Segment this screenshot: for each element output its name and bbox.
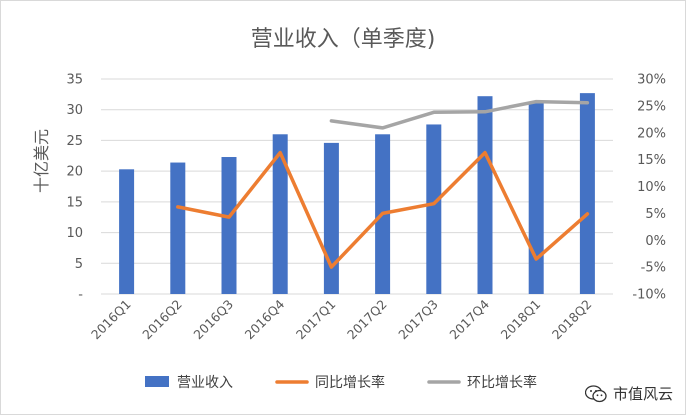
x-tick-label: 2016Q3 [190, 297, 236, 343]
watermark: 市值风云 [584, 383, 673, 404]
y-tick-label: - [78, 288, 83, 303]
y2-tick-label: 30% [637, 73, 666, 88]
y-tick-label: 20 [66, 165, 83, 180]
x-tick-label: 2018Q1 [498, 297, 544, 343]
y-axis-left: - 5 10 15 20 25 30 35 [66, 73, 83, 303]
y2-tick-label: 20% [637, 126, 666, 141]
y2-tick-label: 25% [637, 99, 666, 114]
x-tick-label: 2017Q2 [344, 297, 390, 343]
legend: 营业收入 同比增长率 环比增长率 [145, 374, 537, 391]
y-axis-right: -10% -5% 0% 5% 10% 15% 20% 25% 30% [632, 73, 666, 303]
line-series [176, 99, 590, 269]
bar [272, 134, 288, 294]
y-tick-label: 5 [75, 257, 83, 272]
y-tick-label: 35 [66, 73, 83, 88]
x-axis: 2016Q1 2016Q2 2016Q3 2016Q4 2017Q1 2017Q2 2017… [88, 296, 594, 342]
bar [528, 102, 544, 294]
bar [221, 157, 237, 294]
legend-label: 同比增长率 [315, 374, 385, 391]
x-tick-label: 2018Q2 [549, 297, 595, 343]
legend-label: 营业收入 [177, 375, 233, 391]
bar [323, 142, 339, 294]
bar [579, 93, 595, 294]
y-tick-label: 30 [66, 103, 83, 118]
series-line [176, 150, 590, 269]
y2-tick-label: 5% [645, 207, 666, 222]
x-tick-label: 2016Q4 [242, 296, 288, 342]
gridlines [101, 78, 613, 295]
y2-tick-label: 15% [637, 153, 666, 168]
y2-tick-label: -10% [632, 288, 666, 303]
bar [119, 169, 135, 294]
bar-series [119, 93, 595, 294]
series-line [329, 99, 590, 130]
bar [426, 124, 442, 294]
x-tick-label: 2017Q1 [293, 297, 339, 343]
y2-tick-label: -5% [641, 261, 666, 276]
bar [170, 162, 186, 294]
x-tick-label: 2016Q2 [139, 297, 185, 343]
x-tick-label: 2016Q1 [88, 297, 134, 343]
x-tick-label: 2017Q3 [395, 297, 441, 343]
legend-label: 环比增长率 [467, 374, 537, 391]
y-tick-label: 15 [66, 195, 83, 210]
wechat-icon [584, 384, 607, 402]
chart-title: 营业收入（单季度) [251, 27, 436, 52]
y2-tick-label: 0% [645, 234, 666, 249]
legend-swatch [145, 376, 169, 387]
y-tick-label: 10 [66, 226, 83, 241]
y-axis-label: 十亿美元 [32, 129, 51, 193]
bar [477, 96, 493, 294]
y2-tick-label: 10% [637, 180, 666, 195]
y-tick-label: 25 [66, 134, 83, 149]
watermark-text: 市值风云 [612, 385, 673, 403]
x-tick-label: 2017Q4 [446, 296, 492, 342]
